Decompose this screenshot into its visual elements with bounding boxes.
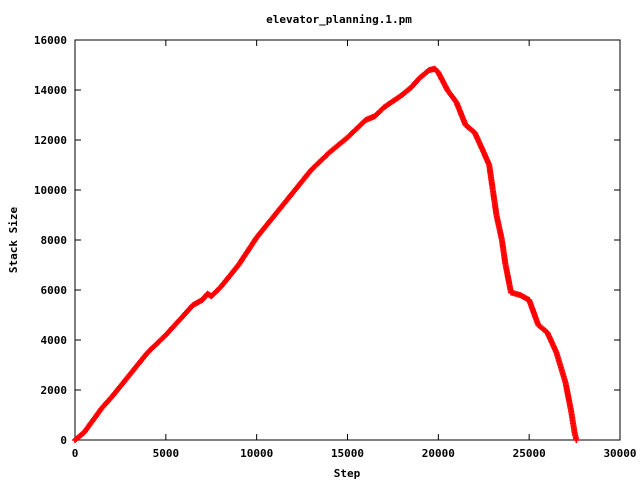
y-tick-label: 16000 — [34, 34, 67, 47]
y-tick-label: 0 — [60, 434, 67, 447]
y-tick-label: 6000 — [41, 284, 68, 297]
chart-title: elevator_planning.1.pm — [266, 13, 412, 26]
plot-frame — [74, 39, 621, 441]
x-tick-label: 15000 — [331, 447, 364, 460]
y-tick-label: 14000 — [34, 84, 67, 97]
x-tick-label: 0 — [72, 447, 79, 460]
y-tick-label: 2000 — [41, 384, 68, 397]
x-tick-label: 10000 — [240, 447, 273, 460]
y-tick-label: 10000 — [34, 184, 67, 197]
y-tick-label: 4000 — [41, 334, 68, 347]
y-tick-label: 8000 — [41, 234, 68, 247]
data-points — [72, 65, 580, 443]
y-tick-label: 12000 — [34, 134, 67, 147]
x-tick-label: 30000 — [603, 447, 636, 460]
x-tick-label: 25000 — [513, 447, 546, 460]
x-tick-label: 20000 — [422, 447, 455, 460]
x-axis-title: Step — [334, 467, 361, 480]
data-point — [573, 437, 580, 443]
x-tick-label: 5000 — [153, 447, 180, 460]
y-axis-title: Stack Size — [7, 207, 20, 274]
axis-ticks: 0 5000 10000 15000 20000 25000 30000 0 2000 4000 6… — [34, 34, 637, 460]
